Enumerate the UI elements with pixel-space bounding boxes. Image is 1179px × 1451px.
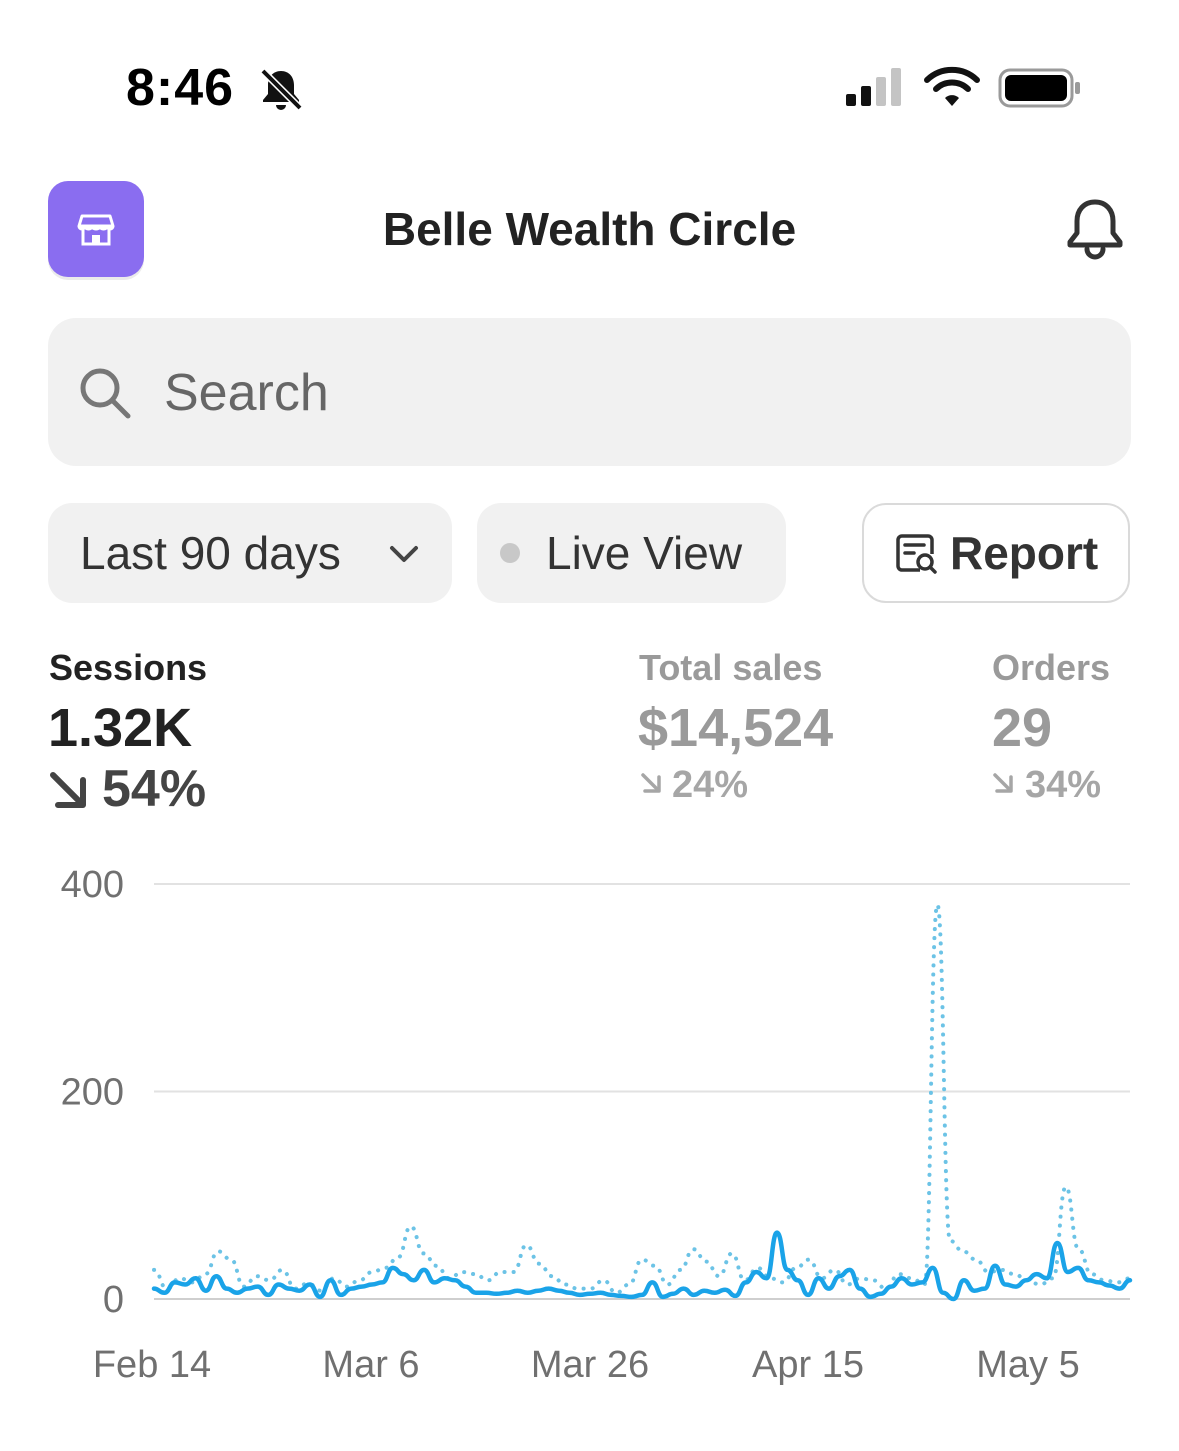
x-tick-label: Feb 14 <box>93 1344 211 1386</box>
y-tick-label: 0 <box>103 1279 124 1321</box>
live-view-label: Live View <box>546 527 743 579</box>
date-range-label: Last 90 days <box>80 527 341 579</box>
report-label: Report <box>950 527 1099 579</box>
search-input[interactable]: Search <box>164 364 329 422</box>
x-tick-label: Mar 6 <box>322 1344 419 1386</box>
metric-orders-label[interactable]: Orders <box>992 647 1111 688</box>
x-tick-label: May 5 <box>976 1344 1079 1386</box>
cellular-signal-icon <box>846 68 901 106</box>
metric-sales-change: 24% <box>672 764 749 806</box>
live-view-button[interactable] <box>477 503 786 603</box>
metric-orders-change: 34% <box>1025 764 1102 806</box>
current-period-line <box>151 1230 1133 1302</box>
bell-slash-icon <box>260 68 303 111</box>
search-icon <box>80 368 131 419</box>
previous-period-line <box>152 902 1132 1295</box>
report-search-icon <box>896 534 937 574</box>
arrow-down-right-icon <box>993 773 1013 793</box>
y-tick-label: 200 <box>61 1072 124 1114</box>
page-title: Belle Wealth Circle <box>382 203 797 255</box>
battery-icon <box>998 68 1080 108</box>
sessions-line-chart: 400 200 0 Feb 14 Mar 6 Mar 26 Apr 15 May 5 <box>61 864 1133 1386</box>
store-switcher-button[interactable] <box>48 181 144 277</box>
arrow-down-right-icon <box>641 773 661 793</box>
metric-sales-label[interactable]: Total sales <box>639 647 823 688</box>
x-tick-label: Mar 26 <box>531 1344 649 1386</box>
metric-sessions-label[interactable]: Sessions <box>49 647 208 688</box>
y-tick-label: 400 <box>61 864 124 906</box>
metric-sessions-value: 1.32K <box>48 698 193 758</box>
metric-orders-value: 29 <box>992 698 1053 758</box>
bell-icon[interactable] <box>1064 196 1126 262</box>
store-icon <box>77 214 115 246</box>
live-status-dot <box>500 543 520 563</box>
x-tick-label: Apr 15 <box>752 1344 864 1386</box>
arrow-down-right-icon <box>50 772 86 808</box>
date-range-dropdown[interactable] <box>48 503 452 603</box>
wifi-icon <box>924 66 980 106</box>
chevron-down-icon <box>390 546 418 562</box>
metric-sales-value: $14,524 <box>638 698 834 758</box>
search-bar[interactable] <box>48 318 1131 466</box>
status-time: 8:46 <box>126 59 235 117</box>
metric-sessions-change: 54% <box>102 760 207 818</box>
